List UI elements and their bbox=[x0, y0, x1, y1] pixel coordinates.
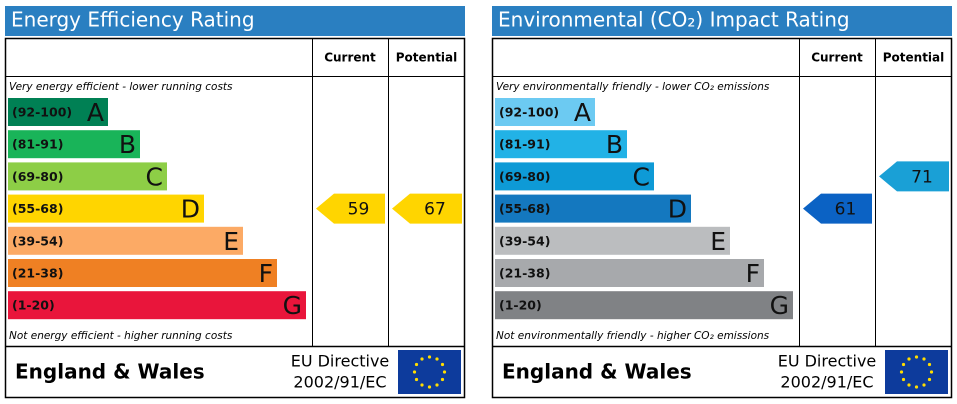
band-range: (69-80) bbox=[499, 169, 550, 184]
region: England & Wales bbox=[502, 360, 692, 384]
flag-star bbox=[440, 377, 445, 382]
flag-star bbox=[414, 362, 419, 367]
band-range: (81-91) bbox=[12, 137, 63, 152]
rating-band bbox=[8, 291, 306, 320]
flag-star bbox=[442, 370, 447, 374]
potential-arrow bbox=[879, 161, 949, 192]
flag-star bbox=[435, 383, 439, 387]
flag-star bbox=[922, 357, 926, 361]
flag-star bbox=[440, 362, 445, 367]
current-arrow bbox=[316, 193, 385, 224]
band-letter: G bbox=[283, 291, 302, 320]
rating-band bbox=[495, 226, 730, 255]
flag-star bbox=[914, 355, 919, 359]
flag-star bbox=[907, 357, 911, 361]
flag-star bbox=[899, 370, 904, 374]
band-range: (21-38) bbox=[12, 266, 63, 281]
rating-band bbox=[495, 194, 691, 223]
title-bar bbox=[5, 6, 465, 36]
directive: 2002/91/EC bbox=[780, 373, 873, 392]
rating-band bbox=[495, 162, 654, 191]
band-range: (92-100) bbox=[499, 105, 559, 120]
band-range: (81-91) bbox=[499, 137, 550, 152]
band-range: (1-20) bbox=[499, 298, 542, 313]
directive: EU Directive bbox=[778, 352, 877, 371]
flag-star bbox=[420, 357, 424, 361]
band-letter: F bbox=[746, 259, 760, 288]
rating-band bbox=[8, 162, 167, 191]
band-letter: A bbox=[87, 98, 104, 127]
rating-band bbox=[8, 130, 140, 159]
rating-band bbox=[8, 259, 277, 287]
rating-band bbox=[8, 194, 204, 223]
band-letter: E bbox=[710, 227, 726, 256]
top-note: Very energy efficient - lower running co… bbox=[9, 81, 233, 93]
flag-star bbox=[901, 377, 906, 382]
flag-star bbox=[427, 355, 432, 359]
band-letter: B bbox=[119, 130, 136, 159]
flag-star bbox=[901, 362, 906, 367]
band-letter: E bbox=[223, 227, 239, 256]
current-arrow bbox=[803, 193, 872, 224]
flag-star bbox=[427, 385, 432, 389]
band-letter: D bbox=[181, 195, 200, 224]
current-rating: 59 bbox=[348, 200, 370, 220]
directive: EU Directive bbox=[291, 352, 390, 371]
panel-frame bbox=[491, 37, 953, 399]
current-header: Current bbox=[811, 51, 863, 65]
panel-title: Environmental (CO₂) Impact Rating bbox=[498, 8, 850, 32]
band-range: (69-80) bbox=[12, 169, 63, 184]
top-note: Very environmentally friendly - lower CO… bbox=[496, 81, 770, 93]
band-range: (55-68) bbox=[499, 201, 550, 216]
flag-star bbox=[922, 383, 926, 387]
potential-rating: 71 bbox=[911, 167, 933, 187]
band-letter: F bbox=[259, 259, 273, 288]
directive: 2002/91/EC bbox=[293, 373, 386, 392]
current-rating: 61 bbox=[835, 200, 857, 220]
flag-star bbox=[420, 383, 424, 387]
rating-band bbox=[495, 259, 764, 287]
flag-star bbox=[914, 385, 919, 389]
band-letter: C bbox=[633, 162, 650, 191]
potential-header: Potential bbox=[883, 51, 945, 65]
rating-band bbox=[495, 291, 793, 320]
title-bar bbox=[492, 6, 952, 36]
flag-star bbox=[412, 370, 417, 374]
flag-star bbox=[907, 383, 911, 387]
band-letter: B bbox=[606, 130, 623, 159]
panel-title: Energy Efficiency Rating bbox=[11, 8, 255, 32]
flag-star bbox=[435, 357, 439, 361]
band-range: (55-68) bbox=[12, 201, 63, 216]
band-range: (21-38) bbox=[499, 266, 550, 281]
potential-header: Potential bbox=[396, 51, 458, 65]
rating-band bbox=[8, 226, 243, 255]
band-letter: A bbox=[574, 98, 591, 127]
potential-arrow bbox=[392, 193, 462, 224]
rating-band bbox=[8, 98, 108, 126]
rating-band bbox=[495, 130, 627, 159]
flag-star bbox=[927, 377, 932, 382]
band-letter: C bbox=[146, 162, 163, 191]
band-letter: G bbox=[770, 291, 789, 320]
band-letter: D bbox=[668, 195, 687, 224]
panel-frame bbox=[4, 37, 466, 399]
bottom-note: Not environmentally friendly - higher CO… bbox=[496, 330, 770, 342]
flag-star bbox=[927, 362, 932, 367]
band-range: (1-20) bbox=[12, 298, 55, 313]
band-range: (39-54) bbox=[499, 233, 550, 248]
band-range: (39-54) bbox=[12, 233, 63, 248]
rating-band bbox=[495, 98, 595, 126]
potential-rating: 67 bbox=[424, 200, 446, 220]
region: England & Wales bbox=[15, 360, 205, 384]
current-header: Current bbox=[324, 51, 376, 65]
bottom-note: Not energy efficient - higher running co… bbox=[9, 330, 233, 342]
flag-star bbox=[414, 377, 419, 382]
band-range: (92-100) bbox=[12, 105, 72, 120]
flag-star bbox=[929, 370, 934, 374]
